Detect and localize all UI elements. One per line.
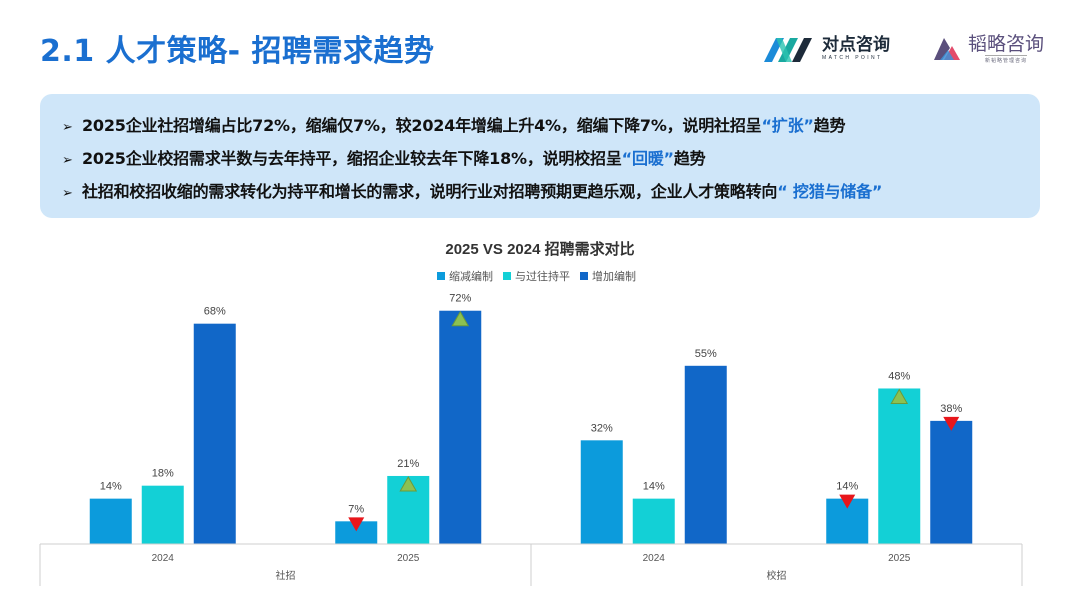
x-tick-label: 2024: [152, 553, 175, 564]
x-tick-label: 2024: [643, 553, 666, 564]
taolue-logo-icon: [934, 38, 960, 60]
trend-down-icon: [348, 517, 365, 532]
match-point-logo: 对点咨询 MATCH POINT: [762, 32, 890, 66]
match-point-logo-cn: 对点咨询: [822, 35, 890, 55]
trend-up-icon: [890, 388, 909, 404]
data-label: 14%: [643, 481, 665, 493]
summary-bullet: ➢ 2025企业社招增编占比72%，缩编仅7%，较2024年增编上升4%，缩编下降…: [62, 112, 845, 136]
x-tick-label: 2025: [888, 553, 911, 564]
taolue-logo: 韬略咨询 新韬略管理咨询: [930, 32, 1044, 66]
data-label: 48%: [888, 370, 910, 382]
data-label: 14%: [100, 481, 122, 493]
legend-swatch: [503, 272, 511, 280]
legend-label: 增加编制: [592, 269, 636, 283]
bar: [335, 521, 378, 544]
match-point-logo-icon: [764, 38, 812, 62]
bar: [684, 365, 727, 544]
bar: [193, 323, 236, 544]
bar: [141, 485, 184, 544]
chart-title: 2025 VS 2024 招聘需求对比: [445, 240, 634, 258]
bullet-text-end: 趋势: [813, 116, 846, 135]
bullet-highlight: “回暖”: [621, 149, 674, 168]
x-tick-label: 2025: [397, 553, 420, 564]
summary-bullet: ➢ 社招和校招收缩的需求转化为持平和增长的需求，说明行业对招聘预期更趋乐观，企业人…: [62, 178, 882, 202]
bullet-arrow-icon: ➢: [62, 186, 73, 201]
data-label: 7%: [348, 503, 364, 515]
trend-up-icon: [451, 310, 470, 327]
trend-down-icon: [943, 416, 960, 431]
bullet-text-end: 趋势: [673, 149, 706, 168]
bar: [878, 388, 921, 544]
bullet-text: 社招和校招收缩的需求转化为持平和增长的需求，说明行业对招聘预期更趋乐观，企业人才…: [82, 182, 778, 201]
summary-box: ➢ 2025企业社招增编占比72%，缩编仅7%，较2024年增编上升4%，缩编下降…: [40, 94, 1040, 218]
bar: [89, 498, 132, 544]
data-label: 14%: [836, 481, 858, 493]
bullet-arrow-icon: ➢: [62, 120, 73, 135]
bullet-text: 2025企业校招需求半数与去年持平，缩招企业较去年下降18%，说明校招呈: [82, 149, 622, 168]
page-title: 2.1 人才策略- 招聘需求趋势: [40, 34, 435, 69]
group-label: 社招: [276, 569, 296, 582]
taolue-logo-en: 新韬略管理咨询: [985, 54, 1028, 65]
trend-down-icon: [839, 494, 856, 509]
data-label: 21%: [397, 458, 419, 470]
trend-up-icon: [399, 475, 418, 492]
legend-label: 与过往持平: [515, 269, 570, 283]
data-label: 68%: [204, 306, 226, 318]
bullet-highlight: “扩张”: [761, 116, 814, 135]
bullet-arrow-icon: ➢: [62, 153, 73, 168]
bullet-highlight: “ 挖猎与储备”: [777, 182, 883, 201]
bar: [930, 420, 973, 544]
legend-swatch: [437, 272, 445, 280]
legend-swatch: [580, 272, 588, 280]
data-label: 55%: [695, 348, 717, 360]
data-label: 18%: [152, 468, 174, 480]
match-point-logo-en: MATCH POINT: [822, 55, 883, 61]
legend-label: 缩减编制: [449, 269, 493, 283]
bar: [580, 440, 623, 544]
data-label: 38%: [940, 403, 962, 415]
taolue-logo-cn: 韬略咨询: [968, 32, 1045, 55]
data-label: 72%: [449, 293, 471, 305]
bullet-text: 2025企业社招增编占比72%，缩编仅7%，较2024年增编上升4%，缩编下降7…: [82, 116, 762, 135]
summary-bullet: ➢ 2025企业校招需求半数与去年持平，缩招企业较去年下降18%，说明校招呈“回暖…: [62, 145, 706, 169]
bar: [439, 310, 482, 544]
group-label: 校招: [767, 569, 787, 582]
data-label: 32%: [591, 422, 613, 434]
bar: [632, 498, 675, 544]
